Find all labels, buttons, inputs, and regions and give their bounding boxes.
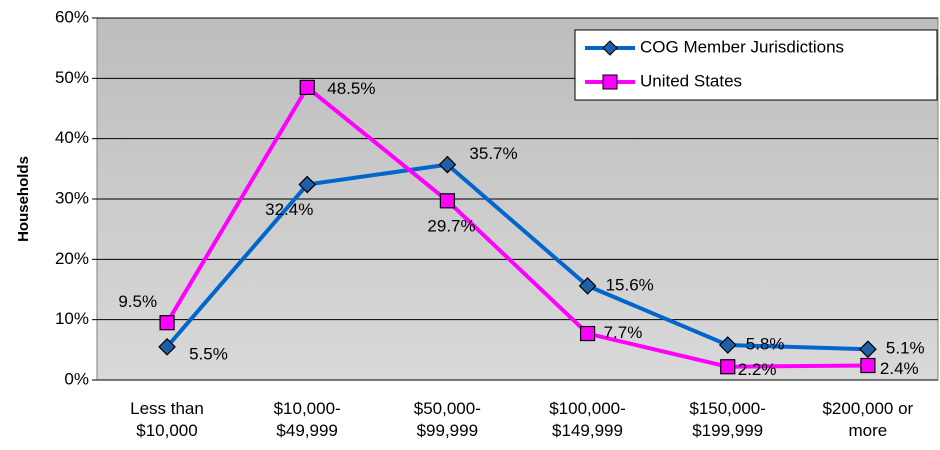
- y-tick-label: 60%: [55, 7, 89, 26]
- marker: [158, 337, 176, 356]
- data-label: 5.1%: [886, 339, 925, 358]
- x-tick-label: Less than $10,000: [130, 399, 204, 440]
- data-label: 2.2%: [738, 360, 777, 379]
- x-tick-label: $10,000- $49,999: [273, 399, 341, 440]
- y-tick-label: 20%: [55, 249, 89, 268]
- marker: [859, 340, 877, 359]
- data-label: 32.4%: [265, 200, 313, 219]
- y-tick-label: 30%: [55, 188, 89, 207]
- x-tick-label: $150,000- $199,999: [689, 399, 766, 440]
- marker: [298, 175, 317, 194]
- marker: [860, 357, 876, 374]
- y-axis-label: Households: [15, 156, 32, 242]
- y-tick-label: 40%: [55, 128, 89, 147]
- series-line: [165, 84, 868, 369]
- legend-box: [574, 29, 938, 101]
- data-label: 9.5%: [118, 292, 157, 311]
- marker: [299, 79, 315, 95]
- y-tick-label: 0%: [64, 369, 89, 388]
- data-label: 5.8%: [746, 334, 785, 353]
- y-tick-label: 50%: [55, 68, 89, 87]
- marker: [720, 359, 736, 375]
- legend-marker: [602, 74, 618, 90]
- marker: [578, 277, 597, 295]
- marker: [579, 325, 596, 342]
- marker: [159, 315, 175, 331]
- data-label: 2.4%: [880, 359, 919, 378]
- data-label: 29.7%: [427, 216, 475, 235]
- marker: [439, 193, 456, 209]
- data-label: 48.5%: [327, 79, 375, 98]
- data-label: 35.7%: [469, 144, 517, 163]
- legend-label: COG Member Jurisdictions: [640, 37, 844, 56]
- data-label: 7.7%: [604, 323, 643, 342]
- data-label: 15.6%: [606, 275, 654, 294]
- y-tick-label: 10%: [55, 309, 89, 328]
- marker: [718, 336, 737, 354]
- x-tick-label: $100,000- $149,999: [549, 399, 626, 440]
- series-line: [165, 162, 868, 352]
- data-label: 5.5%: [189, 344, 228, 363]
- x-tick-label: $50,000- $99,999: [413, 399, 481, 440]
- x-tick-label: $200,000 or more: [822, 399, 914, 440]
- marker: [438, 155, 457, 174]
- legend-label: United States: [640, 71, 742, 90]
- legend-marker: [602, 40, 618, 56]
